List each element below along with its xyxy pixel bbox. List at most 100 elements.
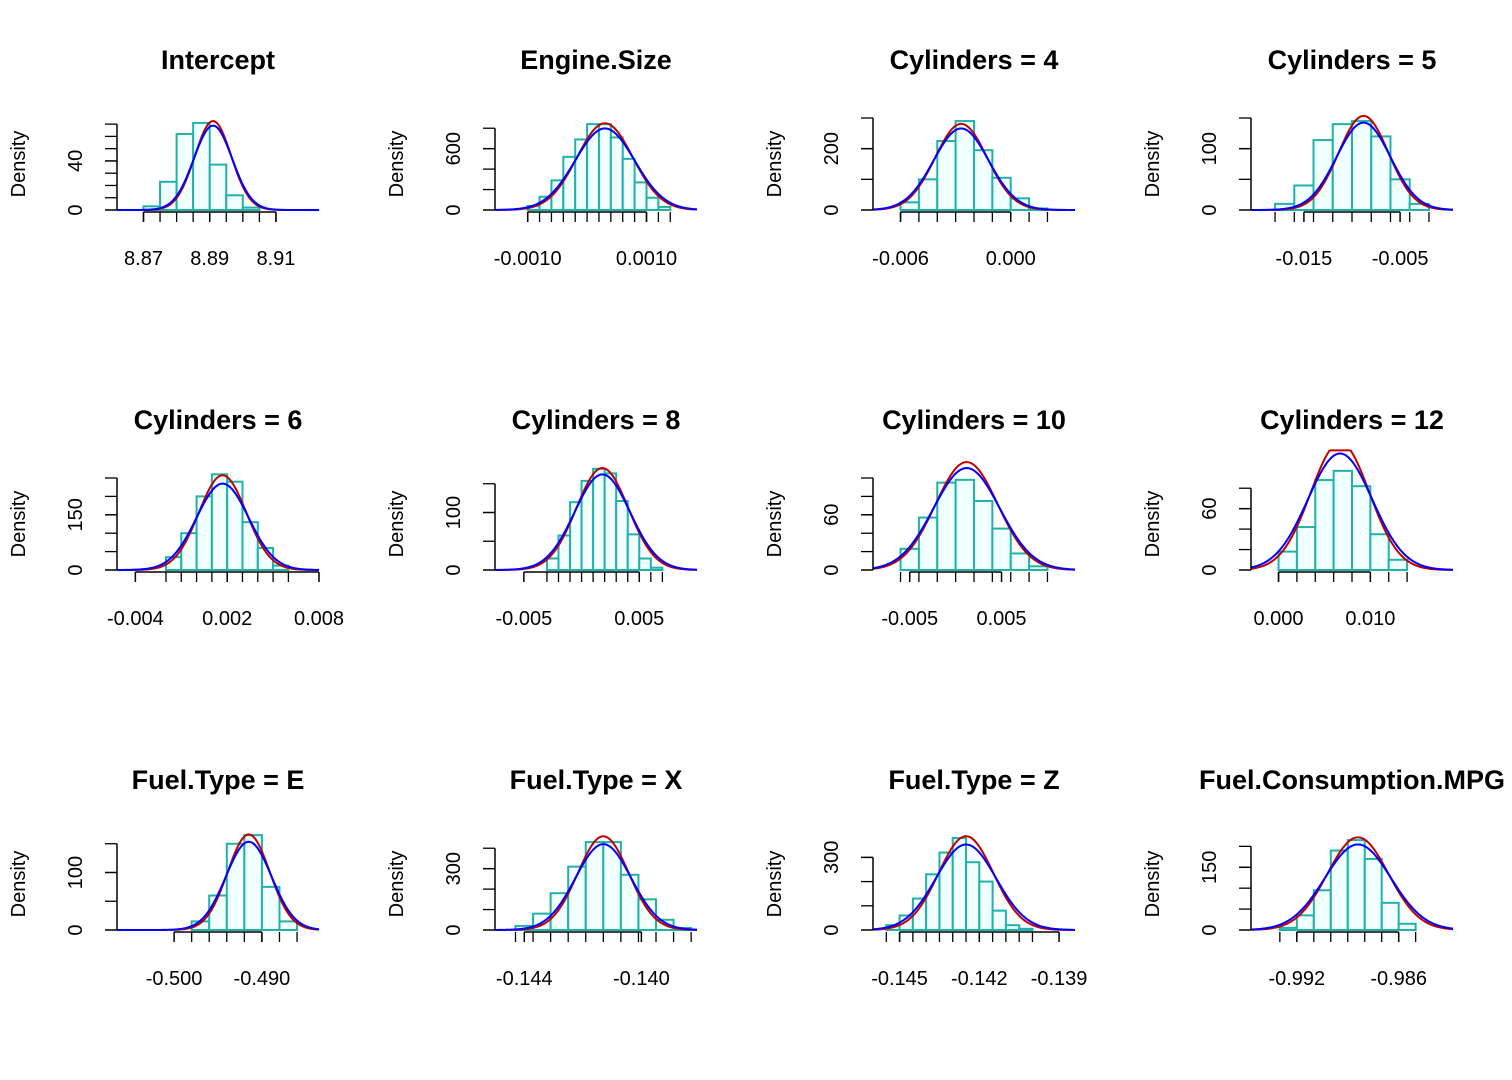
panel-title: Intercept bbox=[161, 45, 275, 75]
histogram-bar bbox=[619, 873, 640, 931]
histogram-bar bbox=[180, 532, 198, 572]
histogram-bar bbox=[569, 501, 583, 571]
histogram-bar bbox=[938, 851, 954, 931]
x-tick-label: -0.139 bbox=[1031, 968, 1088, 990]
panel-7: Cylinders = 12 Density 0.000 0.010 0 60 bbox=[1142, 405, 1454, 630]
histogram-bar bbox=[991, 527, 1012, 571]
histogram-bar bbox=[1387, 558, 1409, 571]
y-axis-label: Density bbox=[1142, 491, 1164, 558]
x-tick-label: -0.500 bbox=[146, 968, 203, 990]
histogram-bar bbox=[1370, 135, 1392, 211]
histogram-bar bbox=[978, 880, 994, 931]
histogram-bar bbox=[1397, 922, 1417, 932]
y-tick-label: 150 bbox=[1199, 851, 1221, 884]
panel-title: Cylinders = 6 bbox=[134, 405, 303, 435]
density-curve-blue bbox=[872, 127, 1075, 211]
histogram-bar bbox=[609, 136, 624, 211]
y-axis-label: Density bbox=[8, 851, 30, 918]
histogram-bar bbox=[965, 861, 981, 931]
histogram-bar bbox=[626, 533, 641, 571]
y-tick-label: 100 bbox=[443, 496, 465, 529]
y-tick-label: 0 bbox=[443, 564, 465, 575]
x-tick-label: -0.0010 bbox=[494, 248, 562, 270]
panel-title: Fuel.Type = X bbox=[510, 765, 683, 795]
x-tick-label: 0.000 bbox=[986, 248, 1036, 270]
y-tick-label: 100 bbox=[65, 856, 87, 889]
histogram-bar bbox=[1346, 839, 1366, 931]
density-curve-red bbox=[872, 835, 1076, 931]
panel-title: Engine.Size bbox=[520, 45, 672, 75]
panel-3: Cylinders = 5 Density -0.015 -0.005 0 100 bbox=[1142, 45, 1454, 270]
density-curve-blue bbox=[494, 843, 698, 931]
y-tick-label: 600 bbox=[443, 132, 465, 165]
y-tick-label: 0 bbox=[1199, 564, 1221, 575]
y-axis-label: Density bbox=[764, 131, 786, 198]
panel-title: Fuel.Type = Z bbox=[888, 765, 1059, 795]
density-curve-red bbox=[495, 835, 698, 931]
histogram-bar bbox=[1314, 479, 1335, 571]
x-tick-label: -0.004 bbox=[107, 608, 164, 630]
histogram-bar bbox=[1380, 901, 1400, 931]
density-curve-blue bbox=[116, 482, 320, 571]
x-tick-label: -0.005 bbox=[1372, 248, 1429, 270]
histogram-bar bbox=[615, 500, 629, 571]
histogram-bar bbox=[1369, 533, 1390, 572]
histogram-bar bbox=[899, 547, 920, 572]
density-curve-blue bbox=[117, 840, 320, 931]
density-curve-red bbox=[1250, 449, 1454, 571]
y-tick-label: 0 bbox=[443, 204, 465, 215]
panel-11: Fuel.Consumption.MPG Density -0.992 -0.986 0… bbox=[1142, 765, 1505, 990]
x-tick-label: -0.005 bbox=[495, 608, 552, 630]
panel-title: Cylinders = 12 bbox=[1260, 405, 1444, 435]
histogram-bar bbox=[1295, 526, 1317, 571]
x-tick-label: -0.144 bbox=[496, 968, 553, 990]
histogram-bar bbox=[1295, 914, 1315, 932]
x-tick-label: 0.005 bbox=[977, 608, 1027, 630]
y-axis-label: Density bbox=[1142, 131, 1164, 198]
histogram-bar bbox=[243, 834, 263, 931]
histogram-bar bbox=[1278, 926, 1298, 932]
x-tick-label: 0.0010 bbox=[616, 248, 677, 270]
y-tick-label: 60 bbox=[821, 504, 843, 526]
x-tick-label: 0.000 bbox=[1254, 608, 1304, 630]
histogram-bar bbox=[260, 885, 281, 931]
y-tick-label: 40 bbox=[65, 150, 87, 172]
histogram-bar bbox=[278, 920, 299, 931]
x-tick-label: 8.87 bbox=[124, 248, 163, 270]
panel-title: Cylinders = 8 bbox=[512, 405, 681, 435]
panel-4: Cylinders = 6 Density -0.004 0.002 0.008 0 150 bbox=[8, 405, 344, 630]
density-curve-blue bbox=[872, 843, 1076, 931]
y-tick-label: 60 bbox=[1199, 498, 1221, 520]
panel-title: Cylinders = 5 bbox=[1268, 45, 1437, 75]
y-tick-label: 200 bbox=[821, 132, 843, 165]
histogram-bar bbox=[597, 123, 612, 211]
histogram-bar bbox=[954, 478, 975, 571]
histogram-bar bbox=[649, 566, 664, 572]
density-curve-blue bbox=[494, 473, 698, 571]
histogram-bar bbox=[1277, 550, 1298, 571]
density-curve-blue bbox=[1250, 452, 1454, 571]
histogram-bar bbox=[225, 194, 244, 211]
x-tick-label: 8.91 bbox=[256, 248, 295, 270]
panel-5: Cylinders = 8 Density -0.005 0.005 0 100 bbox=[386, 405, 698, 630]
y-axis-label: Density bbox=[8, 491, 30, 558]
x-tick-label: -0.005 bbox=[881, 608, 938, 630]
y-axis-label: Density bbox=[386, 131, 408, 198]
panel-1: Engine.Size Density -0.0010 0.0010 0 600 bbox=[386, 45, 698, 270]
panel-6: Cylinders = 10 Density -0.005 0.005 0 60 bbox=[764, 405, 1076, 630]
histogram-bar bbox=[638, 557, 652, 571]
y-tick-label: 0 bbox=[821, 204, 843, 215]
density-curve-blue bbox=[1250, 121, 1454, 211]
x-tick-label: 0.008 bbox=[294, 608, 344, 630]
density-curve-blue bbox=[494, 127, 698, 211]
y-axis-label: Density bbox=[8, 131, 30, 198]
density-curve-red bbox=[872, 461, 1076, 571]
histogram-bar bbox=[1351, 485, 1372, 571]
y-tick-label: 300 bbox=[443, 852, 465, 885]
histogram-bar bbox=[645, 196, 660, 212]
panel-title: Fuel.Consumption.MPG bbox=[1199, 765, 1505, 795]
y-tick-label: 150 bbox=[65, 498, 87, 531]
histogram-bar bbox=[195, 495, 213, 571]
histogram-bar bbox=[175, 132, 195, 212]
